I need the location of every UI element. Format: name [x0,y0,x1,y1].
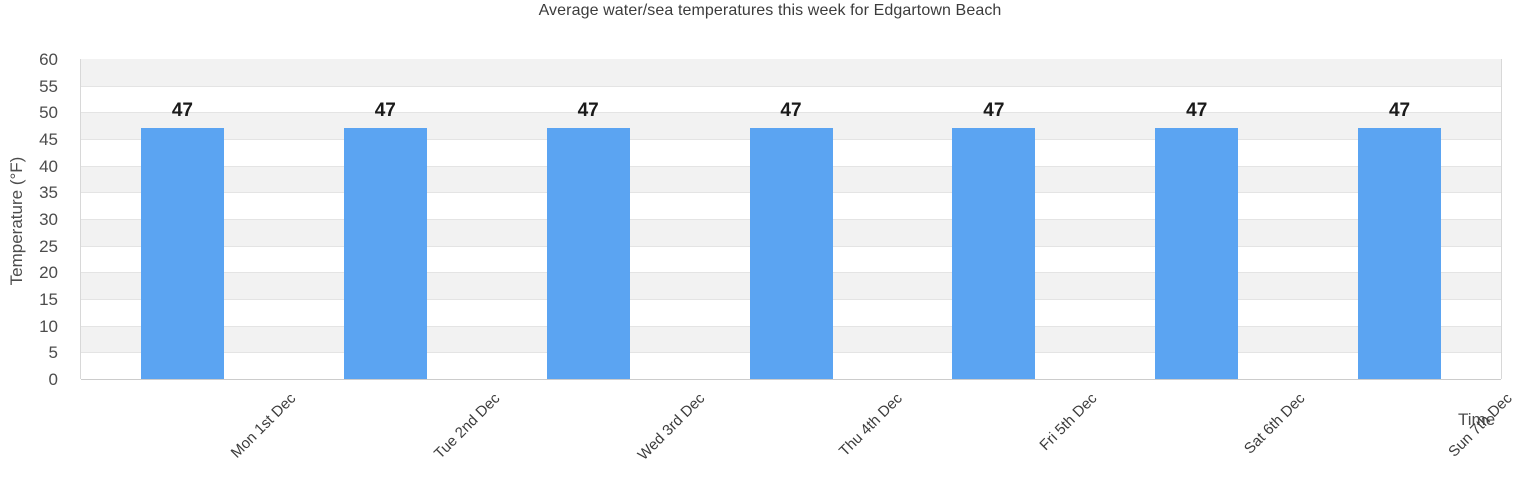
bar[interactable]: 47 [952,100,1036,379]
plot-area: 47 47 47 47 47 47 47 [80,59,1502,380]
bar-value-label: 47 [171,100,193,122]
x-axis-title: Time [1458,410,1496,429]
x-axis-tick-label: Fri 5th Dec [1036,390,1101,454]
bar-value-label: 47 [1186,100,1208,122]
bar[interactable]: 47 [1155,100,1239,379]
bar-value-label: 47 [983,100,1005,122]
x-axis-tick-label: Mon 1st Dec [228,390,300,462]
bar-rect[interactable] [749,128,833,379]
y-axis-tick-label: 5 [48,343,58,363]
y-axis-tick-label: 50 [39,103,58,123]
bar-rect[interactable] [546,128,630,379]
bar-rect[interactable] [952,128,1036,379]
bar-value-label: 47 [577,100,599,122]
bar-value-label: 47 [374,100,396,122]
bar[interactable]: 47 [749,100,833,379]
y-axis-tick-label: 45 [39,130,58,149]
y-axis-tick-label: 60 [39,50,58,69]
bar[interactable]: 47 [140,100,224,379]
bar-series: 47 47 47 47 47 47 47 [81,59,1501,379]
bar-rect[interactable] [343,128,427,379]
bar[interactable]: 47 [1358,100,1442,379]
bar-rect[interactable] [140,128,224,379]
gridline [81,112,1501,114]
y-axis-tick-label: 20 [39,263,58,283]
bar-rect[interactable] [1155,128,1239,379]
x-axis-tick-label: Wed 3rd Dec [634,390,709,464]
bar[interactable]: 47 [546,100,630,379]
bar-value-label: 47 [780,100,802,122]
y-axis-tick-label: 25 [39,236,58,256]
plot-band [81,59,1501,86]
gridline [81,85,1501,87]
x-axis-tick-label: Tue 2nd Dec [431,390,504,463]
y-axis-tick-label: 40 [39,156,58,176]
x-axis-line [81,379,1501,380]
x-axis-tick-label: Sun 7th Dec [1444,390,1516,461]
y-axis-tick-label: 35 [39,183,58,203]
plot-background-bands [81,59,1501,379]
y-axis-tick-label: 10 [39,316,58,336]
y-axis-tick-label: 55 [39,76,58,96]
x-axis-tick-label: Thu 4th Dec [835,390,906,460]
bar-value-label: 47 [1388,100,1411,122]
x-axis-tick-label: Sat 6th Dec [1240,390,1309,458]
y-axis-tick-label: 30 [39,210,58,229]
bar[interactable]: 47 [343,100,427,379]
y-axis-tick-label: 0 [48,370,58,389]
bar-rect[interactable] [1358,128,1442,379]
chart-title: Average water/sea temperatures this week… [538,2,1002,19]
y-axis-tick-label: 15 [39,290,58,309]
